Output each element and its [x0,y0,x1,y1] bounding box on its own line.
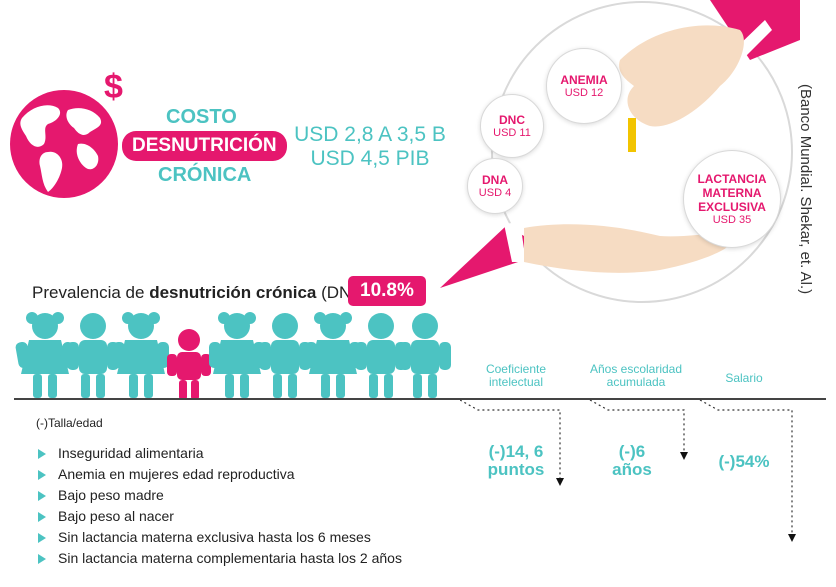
cost-amount-2: USD 4,5 PIB [310,147,430,170]
list-item: Bajo peso al nacer [38,506,402,527]
children-row-illustration [15,312,451,400]
bullet-triangle-icon [38,512,46,522]
impact-schooling: (-)6 años [612,442,652,479]
intervention-anemia: ANEMIA USD 12 [546,48,622,124]
list-item: Inseguridad alimentaria [38,443,402,464]
list-item: Bajo peso madre [38,485,402,506]
axis-label: (-)Talla/edad [36,416,103,430]
bullet-triangle-icon [38,470,46,480]
prevalence-value: 10.8% [348,276,426,306]
bullet-triangle-icon [38,533,46,543]
list-item: Sin lactancia materna exclusiva hasta lo… [38,527,402,548]
dollar-icon: $ [104,68,123,106]
column-header-schooling: Años escolaridad acumulada [589,362,683,389]
cost-title-line1: COSTO [166,106,237,128]
cost-amount-1: USD 2,8 A 3,5 B [294,123,446,146]
column-header-salary: Salario [725,371,763,385]
impact-iq: (-)14, 6 puntos [487,442,545,479]
column-header-iq: Coeficiente intelectual [485,362,547,389]
bullet-triangle-icon [38,554,46,564]
bullet-triangle-icon [38,449,46,459]
cost-title-line3: CRÓNICA [158,164,252,186]
prevalence-label: Prevalencia de desnutrición crónica (DNC… [32,283,370,302]
impact-salary: (-)54% [718,452,770,471]
list-item: Sin lactancia materna complementaria has… [38,548,402,569]
globe-icon [10,90,118,198]
intervention-lactancia: LACTANCIA MATERNA EXCLUSIVA USD 35 [683,150,781,248]
source-citation: (Banco Mundial. Shekar, et. Al.) [797,84,814,295]
list-item: Anemia en mujeres edad reproductiva [38,464,402,485]
intervention-dna: DNA USD 4 [467,158,523,214]
bullet-triangle-icon [38,491,46,501]
giving-hands-illustration [440,0,800,303]
baseline-divider [14,398,826,400]
cost-title-line2: DESNUTRICIÓN [122,131,287,161]
intervention-dnc: DNC USD 11 [480,94,544,158]
impact-arrows [460,399,796,542]
risk-factor-list: Inseguridad alimentaria Anemia en mujere… [38,443,402,569]
